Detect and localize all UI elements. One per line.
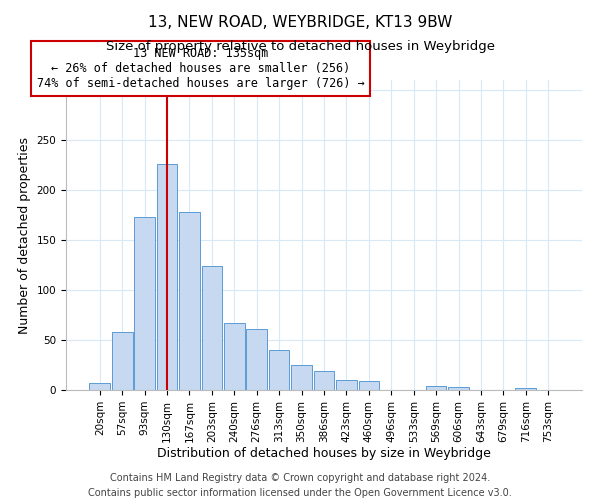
Bar [89,383,110,390]
Bar [426,386,446,390]
Bar [269,350,289,390]
Bar [448,387,469,390]
Bar [314,371,334,390]
Bar [359,381,379,390]
Bar [515,388,536,390]
Bar [224,323,245,390]
Y-axis label: Number of detached properties: Number of detached properties [18,136,31,334]
Bar [157,164,178,390]
X-axis label: Distribution of detached houses by size in Weybridge: Distribution of detached houses by size … [157,448,491,460]
Text: Contains HM Land Registry data © Crown copyright and database right 2024.
Contai: Contains HM Land Registry data © Crown c… [88,472,512,498]
Bar [336,380,357,390]
Bar [247,329,267,390]
Bar [202,266,222,390]
Text: 13 NEW ROAD: 135sqm
← 26% of detached houses are smaller (256)
74% of semi-detac: 13 NEW ROAD: 135sqm ← 26% of detached ho… [37,47,365,90]
Bar [134,217,155,390]
Bar [112,332,133,390]
Text: Size of property relative to detached houses in Weybridge: Size of property relative to detached ho… [106,40,494,53]
Text: 13, NEW ROAD, WEYBRIDGE, KT13 9BW: 13, NEW ROAD, WEYBRIDGE, KT13 9BW [148,15,452,30]
Bar [179,212,200,390]
Bar [291,365,312,390]
